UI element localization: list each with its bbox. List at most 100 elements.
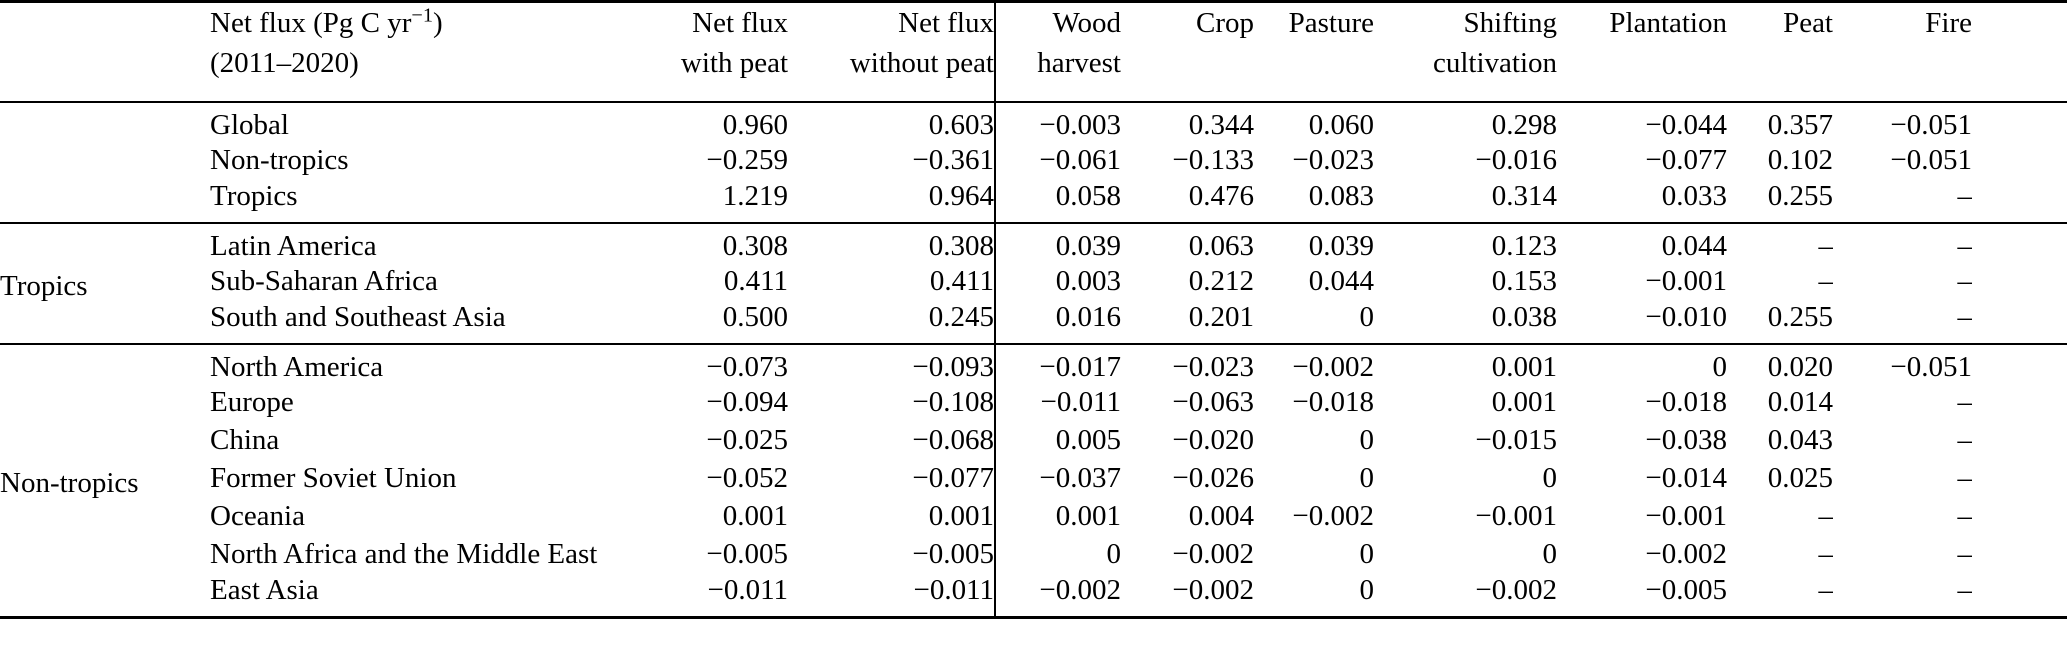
spacer	[1972, 422, 2067, 460]
value-cell: −0.068	[912, 424, 994, 456]
spacer	[1972, 344, 2067, 384]
value-cell: −0.018	[1292, 386, 1374, 418]
spacer	[1972, 223, 2067, 263]
value-cell: –	[1818, 538, 1834, 570]
header-unit-line2: (2011–2020)	[210, 47, 359, 79]
value-cell: 0.033	[1661, 179, 1727, 212]
region-name: Non-tropics	[210, 144, 349, 176]
value-cell: 0.201	[1188, 300, 1254, 333]
value-cell: 0.308	[928, 229, 994, 262]
value-cell: −0.093	[912, 350, 994, 383]
spacer	[1972, 384, 2067, 422]
header-plantation: Plantation	[1609, 7, 1727, 39]
value-cell: −0.011	[994, 383, 1121, 422]
value-cell: −0.259	[706, 144, 788, 176]
spacer	[1972, 498, 2067, 536]
table-row: Global 0.960 0.603 −0.003 0.344 0.060 0.298 −0.…	[0, 101, 2067, 142]
value-cell: –	[1957, 265, 1973, 297]
value-cell: −0.037	[994, 459, 1121, 498]
value-cell: −0.005	[706, 538, 788, 570]
header-pasture: Pasture	[1288, 7, 1374, 39]
table-row: Tropics Latin America 0.308 0.308 0.039 0.063…	[0, 222, 2067, 302]
value-cell: 0.039	[994, 222, 1121, 263]
table-header: Net flux (Pg C yr−1) (2011–2020) Net flu…	[0, 1, 2067, 102]
value-cell: −0.052	[706, 462, 788, 494]
spacer	[1972, 574, 2067, 618]
value-cell: −0.010	[1645, 300, 1727, 333]
value-cell: 0	[1359, 424, 1375, 456]
value-cell: –	[1818, 500, 1834, 532]
value-cell: –	[1818, 573, 1834, 606]
region-name: Tropics	[210, 179, 298, 212]
table-row: North Africa and the Middle East −0.005 −0…	[0, 535, 2067, 574]
value-cell: 0.004	[1188, 500, 1254, 532]
value-cell: −0.002	[1645, 538, 1727, 570]
value-cell: 0.001	[1491, 386, 1557, 418]
value-cell: −0.005	[1645, 573, 1727, 606]
value-cell: 0.058	[994, 179, 1121, 223]
value-cell: –	[1957, 424, 1973, 456]
value-cell: 0.298	[1491, 108, 1557, 141]
value-cell: –	[1818, 229, 1834, 262]
value-cell: −0.051	[1890, 350, 1972, 383]
value-cell: −0.023	[1292, 144, 1374, 176]
value-cell: 0.020	[1767, 350, 1833, 383]
net-flux-table: Net flux (Pg C yr−1) (2011–2020) Net flu…	[0, 0, 2067, 619]
spacer	[1972, 102, 2067, 142]
value-cell: 0.960	[722, 108, 788, 141]
value-cell: 0	[1712, 350, 1728, 383]
value-cell: 0.500	[722, 300, 788, 333]
table-row: China −0.025 −0.068 0.005 −0.020 0 −0.015 −0.03…	[0, 421, 2067, 460]
value-cell: 0.476	[1188, 179, 1254, 212]
value-cell: −0.063	[1172, 386, 1254, 418]
region-name: Global	[210, 108, 289, 141]
region-name: Europe	[210, 386, 294, 418]
superscript-minus-one: −1	[411, 4, 433, 27]
value-cell: –	[1818, 265, 1834, 297]
header-spacer	[1972, 2, 2067, 102]
value-cell: 0.016	[994, 300, 1121, 344]
region-name: Oceania	[210, 500, 305, 532]
value-cell: 0.314	[1491, 179, 1557, 212]
value-cell: 0.060	[1308, 108, 1374, 141]
value-cell: 0.001	[928, 500, 994, 532]
spacer	[1972, 180, 2067, 223]
value-cell: 1.219	[722, 179, 788, 212]
table-row: Europe −0.094 −0.108 −0.011 −0.063 −0.018 0.00…	[0, 383, 2067, 422]
value-cell: −0.061	[994, 141, 1121, 180]
value-cell: −0.003	[994, 101, 1121, 142]
value-cell: 0.411	[929, 265, 994, 297]
value-cell: −0.001	[1645, 500, 1727, 532]
region-name: North Africa and the Middle East	[210, 538, 598, 570]
value-cell: 0.964	[928, 179, 994, 212]
value-cell: 0.003	[994, 262, 1121, 301]
spacer	[1972, 301, 2067, 344]
value-cell: −0.073	[706, 350, 788, 383]
value-cell: –	[1957, 573, 1973, 606]
value-cell: 0.025	[1767, 462, 1833, 494]
value-cell: −0.011	[707, 573, 788, 606]
value-cell: 0.014	[1767, 386, 1833, 418]
value-cell: −0.361	[912, 144, 994, 176]
region-name: China	[210, 424, 280, 456]
value-cell: 0.357	[1767, 108, 1833, 141]
corner-cell	[0, 2, 210, 102]
value-cell: –	[1957, 179, 1973, 212]
header-fire: Fire	[1925, 7, 1972, 39]
value-cell: 0	[1542, 538, 1558, 570]
header-peat: Peat	[1783, 7, 1833, 39]
value-cell: 0.001	[994, 497, 1121, 536]
value-cell: 0	[1359, 538, 1375, 570]
value-cell: 0.411	[723, 265, 788, 297]
value-cell: −0.002	[1172, 538, 1254, 570]
value-cell: −0.016	[1475, 144, 1557, 176]
region-name: Latin America	[210, 229, 377, 262]
header-row: Net flux (Pg C yr−1) (2011–2020) Net flu…	[0, 1, 2067, 102]
table-row: Sub-Saharan Africa 0.411 0.411 0.003 0.212 0.…	[0, 262, 2067, 301]
value-cell: −0.133	[1172, 144, 1254, 176]
header-shifting-cultivation: Shifting cultivation	[1432, 7, 1557, 79]
table-row: Oceania 0.001 0.001 0.001 0.004 −0.002 −0.001−…	[0, 497, 2067, 536]
region-name: East Asia	[210, 573, 319, 606]
value-cell: 0.153	[1491, 265, 1557, 297]
value-cell: −0.002	[1292, 350, 1374, 383]
